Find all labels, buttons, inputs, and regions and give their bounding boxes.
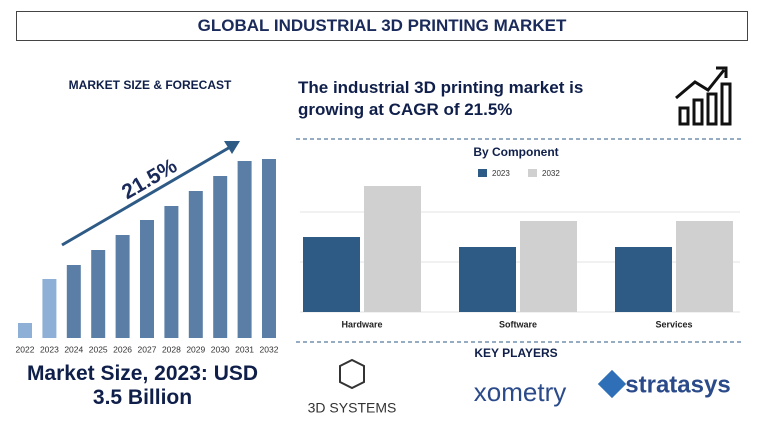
- x-tick-label: 2023: [40, 344, 59, 354]
- market-size: Market Size, 2023: USD 3.5 Billion: [26, 362, 259, 409]
- bar: [115, 235, 130, 338]
- x-tick-label: 2029: [186, 344, 205, 354]
- 3d-systems-icon: [339, 358, 365, 390]
- bar: [262, 159, 276, 338]
- bar: [676, 221, 733, 312]
- key-players-title: KEY PLAYERS: [474, 346, 557, 360]
- x-tick-label: 2031: [235, 344, 254, 354]
- legend-swatch: [528, 169, 537, 177]
- bar: [164, 206, 179, 338]
- bar: [615, 247, 672, 312]
- bar: [66, 265, 81, 338]
- x-tick-label: 2022: [16, 344, 35, 354]
- chart-title: MARKET SIZE & FORECAST: [69, 78, 232, 92]
- x-tick-label: 2030: [211, 344, 230, 354]
- trend-arrow: [61, 144, 233, 247]
- bar: [237, 161, 252, 338]
- annotation: 21.5%: [118, 154, 181, 204]
- bar: [188, 191, 203, 338]
- bar: [520, 221, 577, 312]
- bar: [459, 247, 516, 312]
- player-logo: 3D SYSTEMS: [308, 400, 397, 416]
- player-logo: xometry: [474, 377, 566, 407]
- legend-label: 2032: [542, 169, 560, 178]
- bar: [18, 323, 32, 338]
- bar: [303, 237, 360, 312]
- x-tick-label: 2028: [162, 344, 181, 354]
- bar: [91, 250, 106, 338]
- stratasys-icon: [597, 369, 627, 399]
- x-tick-label: 2024: [64, 344, 83, 354]
- growth-icon: [675, 66, 732, 126]
- legend-swatch: [478, 169, 487, 177]
- x-tick-label: Software: [499, 319, 537, 329]
- bar: [213, 176, 228, 338]
- x-tick-label: 2026: [113, 344, 132, 354]
- bar: [140, 220, 154, 338]
- headline: The industrial 3D printing market is gro…: [298, 78, 584, 119]
- x-tick-label: Services: [655, 319, 692, 329]
- bar: [364, 186, 421, 312]
- x-tick-label: 2032: [260, 344, 279, 354]
- x-tick-label: 2025: [89, 344, 108, 354]
- player-logo: stratasys: [625, 371, 730, 398]
- chart-title: By Component: [473, 145, 558, 159]
- x-tick-label: Hardware: [341, 319, 382, 329]
- bar: [42, 279, 57, 338]
- page-title: GLOBAL INDUSTRIAL 3D PRINTING MARKET: [197, 16, 567, 35]
- arrow-head: [224, 141, 240, 154]
- legend-label: 2023: [492, 169, 510, 178]
- title-box: [16, 11, 748, 41]
- x-tick-label: 2027: [138, 344, 157, 354]
